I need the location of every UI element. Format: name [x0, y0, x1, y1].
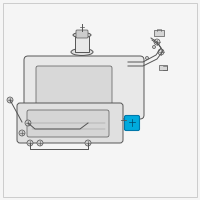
Circle shape [25, 120, 31, 126]
Circle shape [37, 140, 43, 146]
Circle shape [19, 130, 25, 136]
Circle shape [154, 39, 160, 45]
FancyBboxPatch shape [17, 103, 123, 143]
FancyBboxPatch shape [36, 66, 112, 112]
Bar [75, 34, 89, 52]
Ellipse shape [73, 32, 91, 38]
FancyBboxPatch shape [124, 116, 140, 130]
FancyBboxPatch shape [24, 56, 144, 119]
Bar [154, 30, 164, 36]
Circle shape [7, 97, 13, 103]
Circle shape [146, 56, 148, 60]
Ellipse shape [71, 48, 93, 55]
Circle shape [85, 140, 91, 146]
Bar [159, 65, 167, 70]
FancyBboxPatch shape [27, 110, 109, 137]
Circle shape [153, 46, 156, 48]
Circle shape [158, 49, 164, 55]
FancyBboxPatch shape [76, 30, 88, 38]
Circle shape [27, 140, 33, 146]
